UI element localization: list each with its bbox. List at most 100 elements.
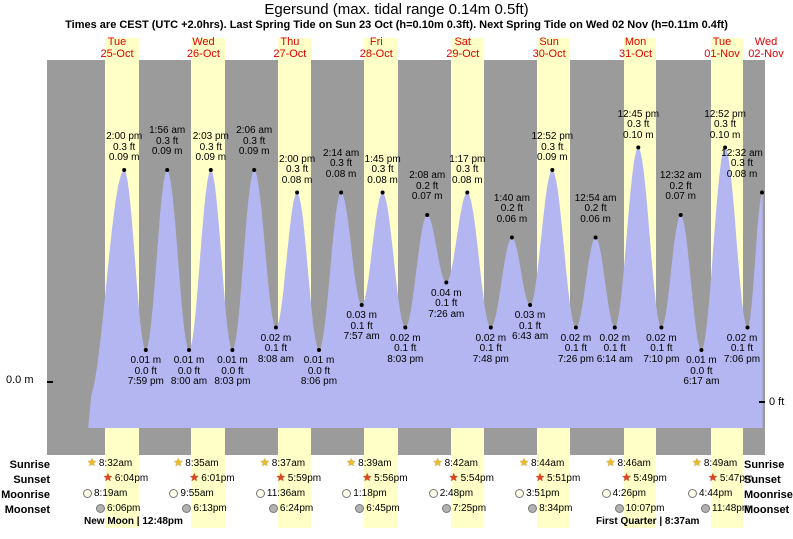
tide-extreme-dot-22 <box>593 235 598 240</box>
sunset-star-icon: ★ <box>448 472 459 484</box>
tide-time: 12:52 pm <box>531 131 574 142</box>
astro-time: 5:59pm <box>287 473 322 484</box>
tide-time: 12:45 pm <box>617 108 660 120</box>
sunrise-star-icon: ★ <box>173 457 184 469</box>
astro-moonset-cell-5: 8:34pm <box>528 503 572 514</box>
astro-time: 2:48pm <box>439 488 474 499</box>
astro-time: 6:24pm <box>279 503 314 514</box>
tide-extreme-dot-23 <box>612 325 617 330</box>
astro-time: 3:51pm <box>526 488 560 499</box>
tide-height-ft: 0.2 ft <box>669 180 692 192</box>
astro-label-left-moonrise: Moonrise <box>1 489 50 501</box>
tide-extreme-dot-17 <box>488 325 493 330</box>
astro-moonset-cell-2: 6:24pm <box>268 503 314 514</box>
tide-low-label-11: 0.03 m 0.1 ft 7:57 am <box>344 310 380 343</box>
tide-low-label-15: 0.04 m 0.1 ft 7:26 am <box>428 288 465 321</box>
tide-high-label-0: 2:00 pm 0.3 ft 0.09 m <box>106 131 143 164</box>
tide-height-m: 0.06 m <box>580 213 611 225</box>
tide-height-m: 0.02 m <box>260 332 292 344</box>
sunrise-star-icon: ★ <box>87 457 97 469</box>
astro-time: 5:51pm <box>546 473 581 484</box>
tide-high-label-30: 12:32 am 0.3 ft 0.08 m <box>721 148 763 181</box>
astro-sunset-cell-2: ★ 5:59pm <box>276 473 322 485</box>
tide-time: 8:03 pm <box>214 376 251 387</box>
tide-height-m: 0.08 m <box>325 168 357 180</box>
tide-extreme-dot-9 <box>317 348 321 352</box>
moonset-circle-icon <box>441 504 451 513</box>
sunrise-star-icon: ★ <box>346 457 357 469</box>
moonrise-circle-icon <box>515 489 525 498</box>
tide-height-m: 0.02 m <box>475 332 507 344</box>
astro-moonset-cell-0: 6:06pm <box>96 503 140 514</box>
tide-height-m: 0.02 m <box>646 332 677 344</box>
tide-time: 2:00 pm <box>106 131 143 142</box>
tide-time: 12:54 am <box>574 192 617 204</box>
astro-label-right-sunrise: Sunrise <box>744 459 785 471</box>
tide-height-m: 0.09 m <box>238 146 270 157</box>
tide-height-ft: 0.1 ft <box>435 298 458 309</box>
astro-sunset-cell-7: ★ 5:47pm <box>708 472 753 485</box>
tide-high-label-6: 2:06 am 0.3 ft 0.09 m <box>236 125 272 158</box>
sunset-star-icon: ★ <box>535 472 545 484</box>
tide-extreme-dot-25 <box>659 325 664 330</box>
day-name: Sat <box>454 36 471 48</box>
tide-height-m: 0.07 m <box>411 191 443 202</box>
tide-extreme-dot-0 <box>122 168 127 172</box>
tide-extreme-dot-13 <box>403 325 408 330</box>
tide-low-label-25: 0.02 m 0.1 ft 7:10 pm <box>643 332 679 366</box>
moonrise-circle-icon <box>601 489 611 498</box>
sunset-star-icon: ★ <box>708 472 718 484</box>
tide-extreme-dot-24 <box>636 145 641 150</box>
astro-moonset-cell-1: 6:13pm <box>182 503 227 514</box>
astro-time: 8:34pm <box>539 503 573 514</box>
tide-extreme-dot-2 <box>165 168 170 172</box>
sunrise-star-icon: ★ <box>259 457 270 469</box>
tide-height-m: 0.10 m <box>709 129 741 141</box>
tide-low-label-29: 0.02 m 0.1 ft 7:06 pm <box>724 333 760 366</box>
tide-low-label-9: 0.01 m 0.0 ft 8:06 pm <box>300 355 338 388</box>
tide-height-ft: 0.1 ft <box>518 320 542 332</box>
tide-time: 7:26 am <box>428 308 465 320</box>
tide-height-ft: 0.1 ft <box>350 320 373 332</box>
tide-extreme-dot-18 <box>509 235 514 240</box>
sunrise-star-icon: ★ <box>605 457 616 469</box>
tide-height-m: 0.08 m <box>367 174 398 186</box>
moonset-circle-icon <box>96 504 105 513</box>
tide-height-m: 0.01 m <box>686 355 717 366</box>
astro-moonrise-cell-5: 3:51pm <box>515 488 559 499</box>
tide-high-label-14: 2:08 am 0.2 ft 0.07 m <box>409 170 445 203</box>
astro-moonrise-cell-1: 9:55am <box>169 488 214 499</box>
tide-height-m: 0.01 m <box>303 355 335 366</box>
tide-height-ft: 0.0 ft <box>177 365 201 377</box>
sunset-star-icon: ★ <box>189 472 200 484</box>
tide-time: 8:06 pm <box>300 376 338 387</box>
tide-height-m: 0.10 m <box>623 129 654 141</box>
day-date: 27-Oct <box>273 47 307 60</box>
astro-sunrise-cell-7: ★ 8:49am <box>692 458 737 470</box>
tide-extreme-dot-30 <box>760 190 764 195</box>
tide-extreme-dot-3 <box>187 348 191 352</box>
moon-phase-annotation-1: First Quarter | 8:37am <box>596 516 700 527</box>
astro-time: 6:45pm <box>366 503 400 514</box>
sunrise-star-icon: ★ <box>519 457 529 469</box>
astro-time: 10:07pm <box>625 503 665 514</box>
tide-height-ft: 0.3 ft <box>541 141 564 153</box>
tide-low-label-19: 0.03 m 0.1 ft 6:43 am <box>512 310 548 343</box>
tide-low-label-7: 0.02 m 0.1 ft 8:08 am <box>258 332 294 366</box>
tide-time: 8:00 am <box>170 376 208 387</box>
astro-time: 11:48pm <box>712 503 751 514</box>
astro-sunrise-cell-2: ★ 8:37am <box>259 457 305 470</box>
astro-sunset-cell-1: ★ 6:01pm <box>189 472 234 485</box>
sunset-star-icon: ★ <box>621 472 632 484</box>
tide-low-label-23: 0.02 m 0.1 ft 6:14 am <box>597 333 633 366</box>
tide-high-label-2: 1:56 am 0.3 ft 0.09 m <box>149 125 185 158</box>
day-date: 02-Nov <box>748 47 784 60</box>
tide-high-label-24: 12:45 pm 0.3 ft 0.10 m <box>617 108 660 142</box>
day-name: Mon <box>624 36 647 48</box>
moonrise-circle-icon <box>342 489 352 498</box>
astro-time: 6:06pm <box>107 503 141 514</box>
astro-moonrise-cell-2: 11:36am <box>255 488 305 499</box>
tide-high-label-20: 12:52 pm 0.3 ft 0.09 m <box>531 131 574 164</box>
astro-moonrise-cell-0: 8:19am <box>83 488 127 499</box>
tide-low-label-17: 0.02 m 0.1 ft 7:48 pm <box>473 332 509 366</box>
